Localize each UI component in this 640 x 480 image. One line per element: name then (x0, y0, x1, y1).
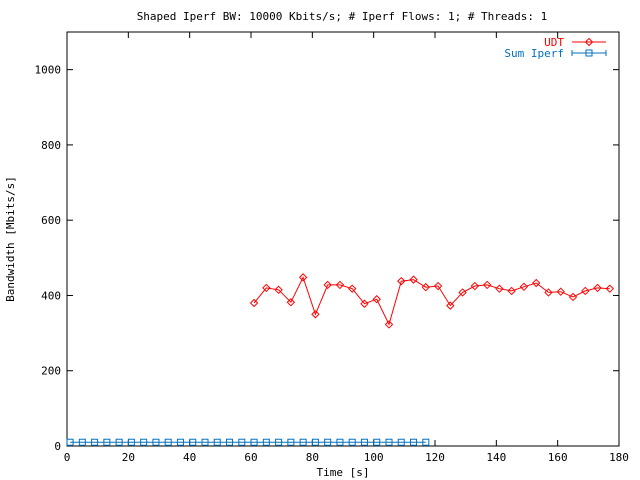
data-point (385, 438, 393, 446)
data-point (605, 284, 615, 293)
chart-title: Shaped Iperf BW: 10000 Kbits/s; # Iperf … (137, 10, 548, 23)
data-point (262, 283, 271, 293)
data-point (238, 438, 246, 446)
data-point (152, 438, 160, 446)
data-point (311, 438, 319, 446)
legend-label: UDT (544, 36, 564, 49)
data-point (348, 438, 356, 446)
x-tick-label: 0 (64, 451, 71, 464)
data-point (226, 438, 234, 446)
data-point (397, 438, 405, 446)
data-point (421, 282, 431, 292)
data-point (91, 438, 99, 446)
x-tick-label: 140 (486, 451, 506, 464)
x-tick-label: 100 (364, 451, 384, 464)
axis-ticks: 0 20 40 60 80 100 120 140 160 180 0 200 400 600 800 100… (35, 32, 629, 464)
data-point (115, 438, 123, 446)
data-point (568, 292, 578, 302)
data-point (336, 438, 344, 446)
data-point (127, 438, 135, 446)
data-point (275, 438, 283, 446)
data-point (458, 288, 467, 297)
data-point (593, 283, 602, 293)
data-point (372, 295, 381, 304)
x-tick-label: 160 (548, 451, 568, 464)
y-tick-label: 400 (41, 289, 61, 302)
data-point (140, 438, 148, 446)
data-point (250, 438, 258, 446)
data-point (286, 298, 296, 307)
x-tick-label: 40 (183, 451, 196, 464)
data-point (360, 438, 368, 446)
data-point (287, 438, 295, 446)
data-point (495, 284, 504, 293)
y-tick-label: 1000 (35, 64, 62, 77)
y-tick-label: 600 (41, 214, 61, 227)
data-point (422, 438, 430, 446)
data-point (519, 282, 529, 292)
data-point (176, 438, 184, 446)
plot-frame (66, 31, 620, 447)
data-point (397, 276, 406, 286)
x-tick-label: 20 (122, 451, 135, 464)
series-0 (249, 273, 615, 329)
data-point (103, 438, 111, 446)
legend-marker (584, 37, 594, 47)
data-point (201, 438, 209, 446)
x-tick-label: 120 (425, 451, 445, 464)
data-point (347, 284, 357, 293)
y-tick-label: 0 (54, 440, 61, 453)
x-tick-label: 80 (306, 451, 319, 464)
data-point (373, 438, 381, 446)
data-point (262, 438, 270, 446)
series-layer (66, 273, 615, 446)
data-point (324, 438, 332, 446)
data-point (384, 320, 394, 329)
data-point (335, 280, 345, 290)
x-tick-label: 60 (244, 451, 257, 464)
series-line (253, 276, 610, 326)
data-point (78, 438, 86, 446)
data-point (323, 280, 332, 290)
data-point (470, 281, 480, 291)
y-tick-label: 800 (41, 139, 61, 152)
data-point (446, 301, 455, 310)
x-tick-label: 180 (609, 451, 629, 464)
data-point (164, 438, 172, 446)
data-point (298, 273, 308, 282)
data-point (299, 438, 307, 446)
data-point (507, 286, 516, 296)
data-point (311, 310, 320, 319)
data-point (66, 438, 74, 446)
data-point (409, 275, 418, 284)
data-point (531, 278, 541, 288)
data-point (482, 280, 492, 290)
data-point (433, 281, 443, 291)
y-axis-label: Bandwidth [Mbits/s] (4, 176, 17, 302)
series-1 (66, 438, 430, 446)
data-point (213, 438, 221, 446)
data-point (556, 287, 565, 296)
data-point (274, 285, 283, 295)
legend-marker (585, 49, 593, 57)
data-point (410, 438, 418, 446)
data-point (544, 288, 553, 297)
data-point (249, 298, 259, 308)
legend-label: Sum Iperf (504, 47, 564, 60)
y-tick-label: 200 (41, 365, 61, 378)
data-point (189, 438, 197, 446)
data-point (360, 299, 369, 308)
x-axis-label: Time [s] (317, 466, 370, 479)
data-point (581, 286, 590, 296)
